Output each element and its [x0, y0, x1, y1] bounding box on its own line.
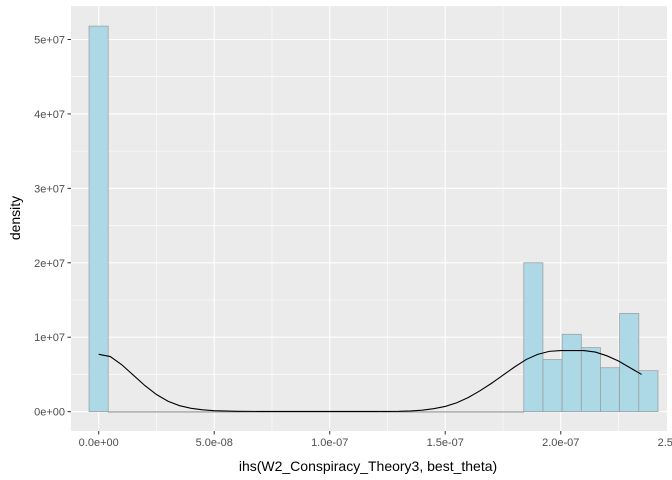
x-axis-title: ihs(W2_Conspiracy_Theory3, best_theta) [239, 458, 497, 474]
x-tick-label: 1.5e-07 [427, 437, 464, 449]
histogram-bar [543, 360, 562, 412]
x-tick-label: 2.5e-07 [658, 437, 672, 449]
histogram-bar [620, 313, 639, 411]
y-tick-label: 1e+07 [34, 332, 65, 344]
histogram-bar [524, 263, 543, 412]
histogram-bar [581, 348, 600, 412]
histogram-bar [89, 26, 108, 412]
y-tick-label: 0e+00 [34, 407, 65, 419]
x-tick-label: 5.0e-08 [196, 437, 233, 449]
histogram-bar [562, 334, 581, 411]
x-tick-label: 0.0e+00 [79, 437, 119, 449]
y-axis: 0e+00 1e+07 2e+07 3e+07 4e+07 5e+07 [34, 34, 71, 418]
y-tick-label: 4e+07 [34, 109, 65, 121]
y-tick-label: 3e+07 [34, 183, 65, 195]
x-tick-label: 1.0e-07 [311, 437, 348, 449]
y-axis-title: density [7, 196, 23, 240]
y-tick-label: 2e+07 [34, 258, 65, 270]
y-tick-label: 5e+07 [34, 34, 65, 46]
x-tick-label: 2.0e-07 [542, 437, 579, 449]
histogram-bar [600, 368, 619, 412]
histogram-bar [639, 371, 658, 412]
x-axis: 0.0e+00 5.0e-08 1.0e-07 1.5e-07 2.0e-07 2.5e-… [79, 431, 672, 449]
